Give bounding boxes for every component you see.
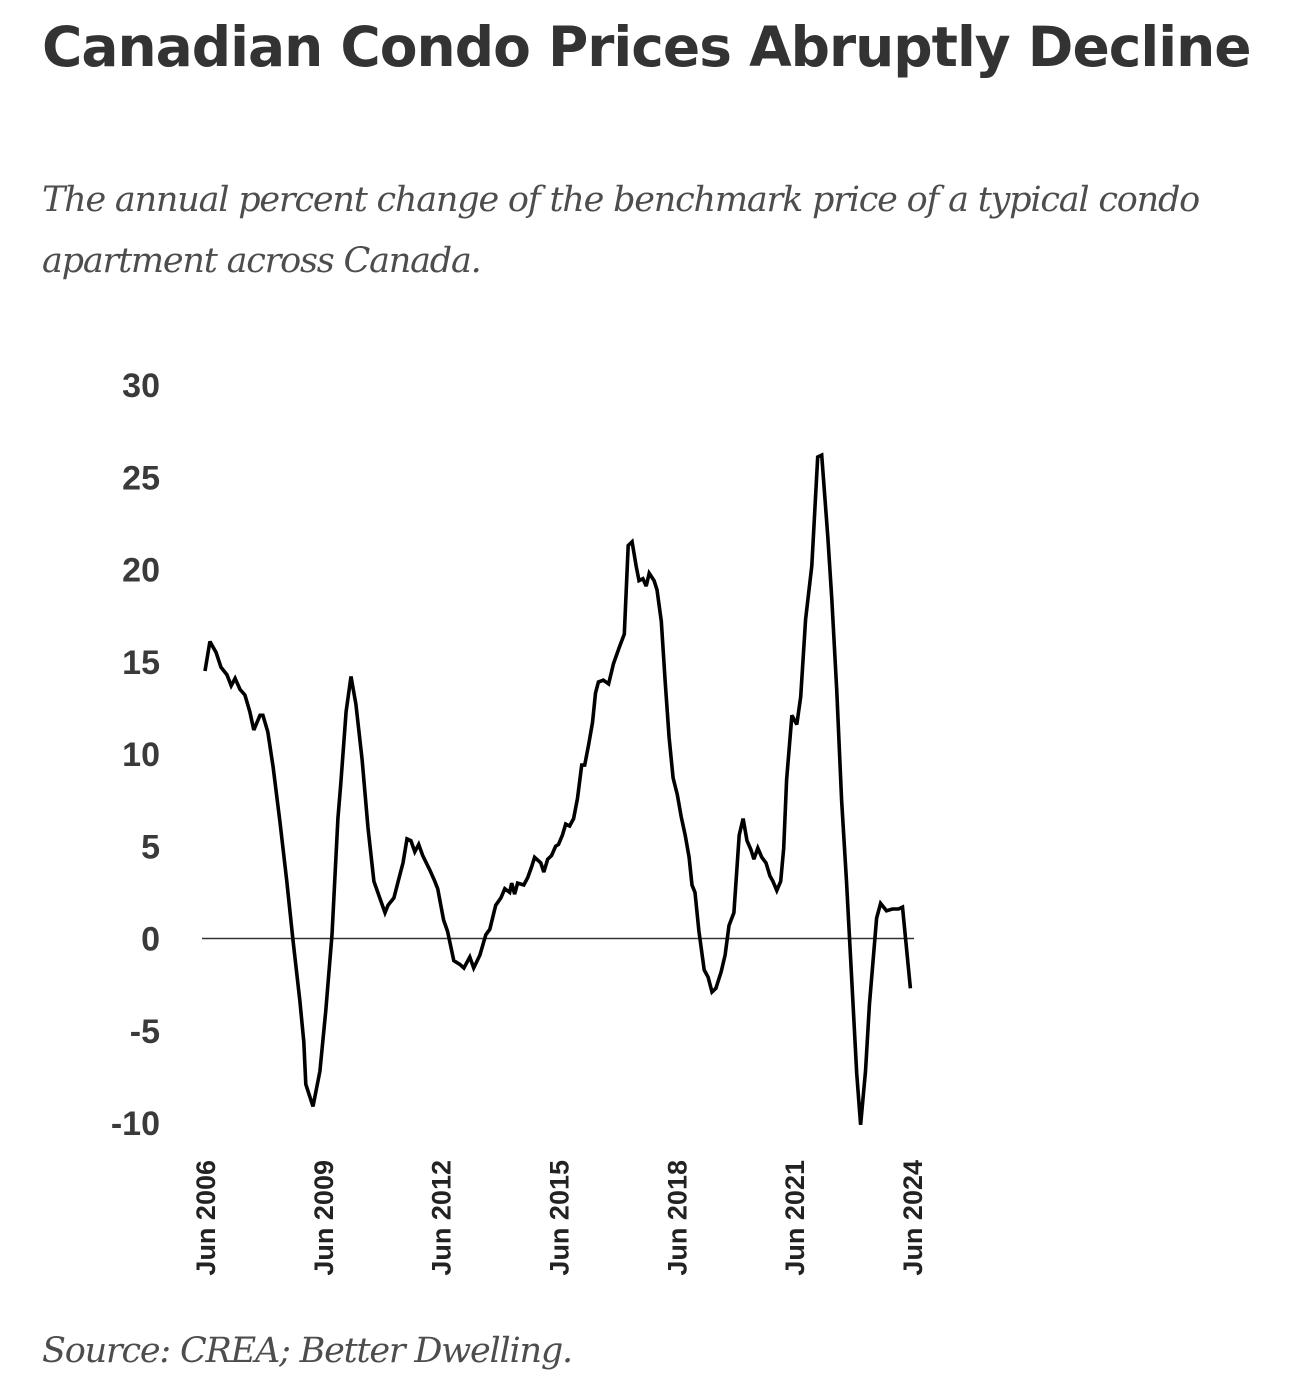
x-tick-label: Jun 2012 [427,1160,457,1276]
y-tick-label: 20 [122,552,160,590]
y-tick-label: 25 [122,459,160,497]
y-tick-label: -5 [130,1013,160,1051]
y-tick-label: 15 [122,644,160,682]
y-tick-label: 10 [122,736,160,774]
series-group [203,452,913,1125]
x-axis: Jun 2006 Jun 2009 Jun 2012 Jun 2015 Jun 2018… [191,1160,928,1276]
y-tick-label: -10 [111,1105,160,1143]
chart-title: Canadian Condo Prices Abruptly Decline [42,15,1252,79]
x-tick-label: Jun 2006 [191,1160,221,1276]
x-tick-label: Jun 2024 [898,1160,928,1276]
y-tick-label: 30 [122,367,160,405]
x-tick-label: Jun 2021 [780,1160,810,1276]
source-note: Source: CREA; Better Dwelling. [42,1331,573,1371]
series-line [203,452,913,1125]
x-tick-label: Jun 2009 [309,1160,339,1276]
y-tick-label: 5 [141,828,160,866]
x-tick-label: Jun 2018 [662,1160,692,1276]
chart-subtitle: The annual percent change of the benchma… [42,180,1200,281]
y-tick-label: 0 [141,921,160,959]
y-axis: 30 25 20 15 10 5 0 -5 -10 [111,367,160,1143]
x-tick-label: Jun 2015 [545,1160,575,1276]
